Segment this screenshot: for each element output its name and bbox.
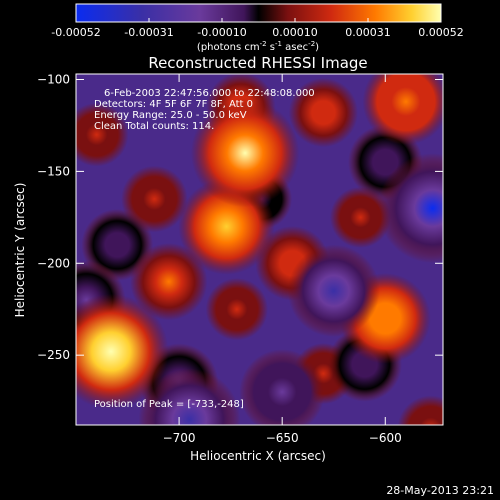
y-ticks: −100 −150 −200 −250 [37,73,443,362]
colorbar-tick-label: -0.00031 [124,26,173,39]
heatmap-source [397,395,443,425]
footer-timestamp: 28-May-2013 23:21 [386,484,494,497]
colorbar-frame [75,3,442,23]
heatmap-source [377,153,443,264]
x-tick-label: −600 [369,431,402,445]
info-line: Clean Total counts: 114. [94,121,214,132]
heatmap-source [205,278,269,341]
x-axis-label: Heliocentric X (arcsec) [190,449,326,463]
plot-frame [75,73,444,426]
heatmap-sources [76,74,443,425]
colorbar-tick-label: 0.00031 [345,26,391,39]
info-overlay: 6-Feb-2003 22:47:56.000 to 22:48:08.000 … [94,88,315,410]
info-line: Detectors: 4F 5F 6F 7F 8F, Att 0 [94,99,253,110]
colorbar-tick-label: -0.00052 [51,26,100,39]
y-tick-label: −150 [37,164,70,178]
peak-label: Position of Peak = [-733,-248] [94,399,244,410]
heatmap-source [362,74,443,145]
heatmap-source [239,349,325,425]
heatmap-source [138,368,241,425]
info-line: 6-Feb-2003 22:47:56.000 to 22:48:08.000 [104,88,315,99]
image-title: Reconstructed RHESSI Image [148,54,367,72]
colorbar-tick-label: 0.00052 [418,26,464,39]
heatmap-area [76,74,443,425]
colorbar-tickmarks [75,18,442,22]
colorbar-tick-label: 0.00010 [272,26,318,39]
heatmap-source [76,293,169,410]
heatmap-source [190,98,300,208]
colorbar-gradient [76,4,441,22]
x-tick-label: −650 [266,431,299,445]
x-tick-label: −700 [163,431,196,445]
y-tick-label: −250 [37,348,70,362]
heatmap-source [287,244,380,337]
colorbar: -0.00052 -0.00031 -0.00010 0.00010 0.000… [51,3,464,53]
colorbar-tick-label: -0.00010 [197,26,246,39]
plot-axes: −700 −650 −600 −100 −150 −200 −250 [37,73,444,445]
y-tick-label: −100 [37,73,70,87]
heatmap-source [76,102,129,167]
heatmap-source [288,78,359,148]
y-axis-label: Heliocentric Y (arcsec) [13,183,27,318]
heatmap-source [330,186,392,248]
heatmap-source [130,243,208,321]
y-tick-label: −200 [37,256,70,270]
colorbar-unit-label: (photons cm-2 s-1 asec-2) [197,40,319,53]
info-line: Energy Range: 25.0 - 50.0 keV [94,110,247,121]
x-ticks: −700 −650 −600 [163,74,402,445]
